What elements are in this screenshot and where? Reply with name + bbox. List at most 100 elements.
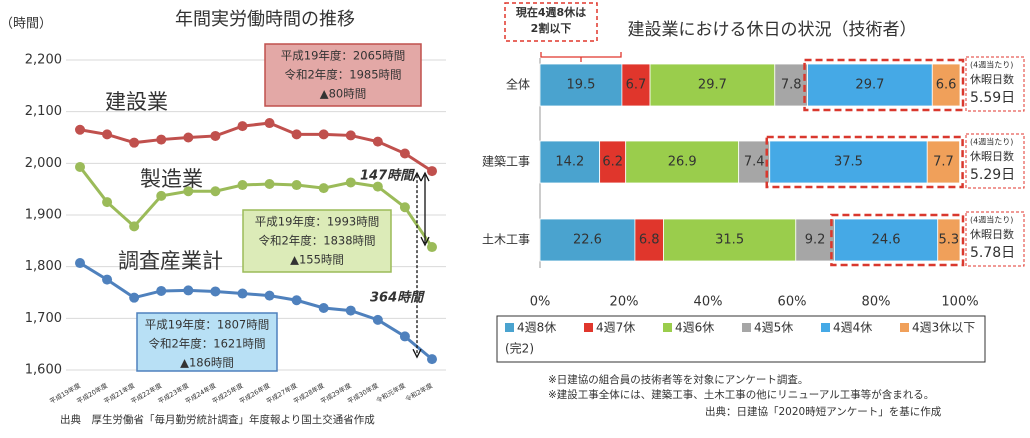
y-tick-label: 土木工事 — [482, 233, 530, 247]
point — [399, 202, 410, 213]
point — [291, 295, 302, 306]
side-note: 休暇日数 — [970, 150, 1014, 163]
point — [156, 134, 167, 145]
bar-segment — [774, 63, 808, 107]
bar-segment — [539, 63, 623, 107]
point — [75, 161, 85, 172]
y-tick-label: 1,800 — [25, 259, 62, 274]
legend-label: 4週6休 — [675, 321, 714, 335]
series-label: 建設業 — [105, 90, 168, 114]
point — [345, 177, 356, 188]
point — [372, 314, 383, 325]
value-label: 19.5 — [566, 78, 595, 93]
callout-text: 平成19年度：2065時間 — [281, 49, 405, 63]
legend-swatch — [505, 323, 514, 332]
point — [318, 129, 329, 140]
callout-box — [136, 312, 278, 372]
value-label: 14.2 — [555, 155, 584, 170]
legend-swatch — [742, 323, 751, 332]
point — [210, 286, 221, 297]
gap-label: 364時間 — [370, 290, 425, 306]
side-note: 5.29日 — [970, 167, 1015, 183]
value-label: 7.7 — [933, 155, 954, 170]
point — [102, 274, 113, 285]
y-tick-label: 2,200 — [25, 53, 62, 68]
x-tick-label: 60% — [778, 295, 807, 310]
y-tick-label: 2,000 — [25, 156, 62, 171]
point — [427, 242, 437, 253]
legend-note: (完2) — [505, 341, 534, 356]
side-note: 休暇日数 — [970, 73, 1014, 86]
point — [183, 285, 194, 296]
value-label: 29.7 — [698, 78, 727, 93]
value-label: 29.7 — [855, 78, 884, 93]
point — [183, 186, 194, 197]
value-label: 7.4 — [744, 155, 765, 170]
series-label: 調査産業計 — [118, 249, 223, 273]
value-label: 6.2 — [602, 155, 623, 170]
point — [427, 354, 437, 365]
bar-segment — [769, 140, 928, 184]
callout-text: 令和2年度：1838時間 — [258, 234, 375, 248]
point — [237, 180, 248, 191]
bar-segment — [807, 63, 933, 107]
x-tick-label: 20% — [610, 295, 639, 310]
side-box — [965, 211, 1025, 267]
x-tick-label: 令和2年度 — [403, 380, 434, 403]
point — [264, 290, 275, 301]
point — [291, 129, 302, 140]
side-note: 5.78日 — [970, 245, 1015, 261]
value-label: 9.2 — [805, 233, 826, 248]
bar-segment — [834, 218, 939, 262]
legend-label: 4週7休 — [596, 321, 635, 335]
side-box — [965, 133, 1025, 189]
bar-segment — [621, 63, 651, 107]
point — [372, 136, 383, 147]
point — [237, 288, 248, 299]
callout-text: 2割以下 — [531, 21, 572, 35]
legend-swatch — [584, 323, 593, 332]
chart-title: 建設業における休日の状況（技術者） — [628, 20, 917, 40]
bar-segment — [926, 140, 960, 184]
y-axis-label: （時間） — [0, 17, 52, 32]
point — [399, 331, 410, 342]
value-label: 6.6 — [936, 78, 957, 93]
value-label: 5.3 — [939, 233, 960, 248]
value-label: 24.6 — [872, 233, 901, 248]
callout-text: 令和2年度：1985時間 — [284, 68, 401, 82]
y-tick-label: 全体 — [506, 77, 530, 92]
legend-swatch — [900, 323, 909, 332]
value-label: 22.6 — [573, 233, 602, 248]
bar-segment — [663, 218, 797, 262]
chart-title: 年間実労働時間の推移 — [175, 9, 355, 30]
point — [129, 137, 140, 148]
point — [291, 180, 302, 191]
callout-text: ▲155時間 — [290, 253, 344, 267]
point — [75, 258, 85, 269]
y-tick-label: 1,700 — [25, 311, 62, 326]
callout-text: 平成19年度：1807時間 — [145, 318, 269, 332]
bar-segment — [937, 218, 961, 262]
y-tick-label: 1,900 — [25, 208, 62, 223]
point — [372, 181, 383, 192]
y-tick-label: 1,600 — [25, 363, 62, 378]
bracket — [540, 52, 622, 62]
bar-segment — [539, 140, 601, 184]
gap-label: 147時間 — [360, 168, 415, 184]
bar-segment — [931, 63, 961, 107]
side-note: (4週当たり) — [970, 137, 1013, 147]
side-note: (4週当たり) — [970, 60, 1013, 70]
source: 出典 厚生労働省「毎月勤労統計調査」年度報より国土交通省作成 — [60, 413, 375, 426]
value-label: 7.8 — [781, 78, 802, 93]
callout-box — [504, 2, 598, 42]
highlight-box — [765, 135, 964, 189]
legend-label: 4週4休 — [833, 321, 872, 335]
note: ※日建協の組合員の技術者等を対象にアンケート調査。 — [548, 373, 808, 386]
callout-text: 令和2年度：1621時間 — [148, 337, 265, 351]
bar-segment — [634, 218, 664, 262]
value-label: 6.8 — [639, 233, 660, 248]
series-label: 製造業 — [140, 167, 203, 191]
point — [156, 190, 167, 201]
point — [183, 132, 194, 143]
